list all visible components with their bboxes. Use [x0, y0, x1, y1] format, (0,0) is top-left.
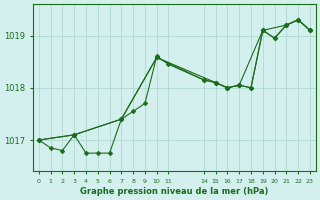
X-axis label: Graphe pression niveau de la mer (hPa): Graphe pression niveau de la mer (hPa): [80, 187, 268, 196]
